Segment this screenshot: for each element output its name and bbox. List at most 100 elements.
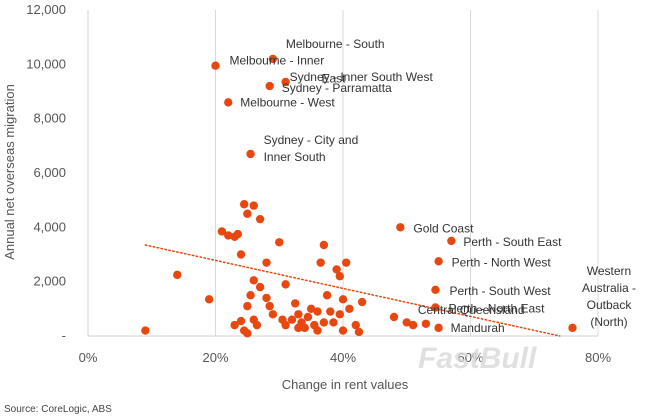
point-label: Melbourne - Inner East bbox=[230, 54, 347, 86]
point-label: Sydney - Inner South West bbox=[290, 70, 434, 84]
data-point bbox=[141, 326, 150, 335]
point-label: Gold Coast bbox=[413, 221, 474, 235]
data-point-labeled bbox=[431, 303, 440, 312]
y-tick-label: 2,000 bbox=[33, 274, 66, 289]
x-axis-title: Change in rent values bbox=[282, 377, 409, 392]
data-point bbox=[246, 291, 255, 300]
point-label: Mandurah bbox=[451, 321, 505, 335]
data-point-labeled bbox=[434, 257, 443, 266]
data-point bbox=[329, 318, 338, 327]
data-point-labeled bbox=[211, 61, 220, 70]
point-label: Melbourne - West bbox=[240, 95, 335, 109]
y-tick-label: 8,000 bbox=[33, 111, 66, 126]
point-label: Perth - North West bbox=[452, 255, 552, 269]
data-point bbox=[306, 304, 316, 314]
data-point bbox=[265, 301, 274, 311]
data-point bbox=[290, 299, 300, 308]
data-point bbox=[319, 318, 329, 327]
y-axis-title: Annual net overseas migration bbox=[2, 84, 17, 260]
data-point bbox=[335, 310, 345, 319]
point-label: Perth - South East bbox=[463, 235, 562, 249]
y-tick-label: 10,000 bbox=[26, 56, 66, 71]
data-point-labeled bbox=[431, 285, 440, 295]
data-point bbox=[262, 258, 271, 267]
data-point bbox=[338, 295, 348, 304]
data-point-labeled bbox=[568, 323, 577, 333]
data-point bbox=[249, 276, 258, 285]
point-label: Perth - North East bbox=[448, 301, 545, 315]
data-point bbox=[173, 270, 182, 280]
x-tick-label: 80% bbox=[585, 350, 611, 365]
data-point bbox=[239, 200, 249, 209]
y-tick-label: 6,000 bbox=[33, 165, 66, 180]
data-point bbox=[236, 316, 246, 326]
data-point bbox=[243, 301, 252, 311]
trendline bbox=[144, 244, 561, 337]
data-point bbox=[252, 320, 262, 330]
data-point bbox=[243, 329, 252, 338]
data-point bbox=[345, 304, 354, 314]
data-point bbox=[294, 323, 303, 333]
data-point bbox=[233, 229, 243, 239]
data-point bbox=[262, 293, 271, 303]
data-point bbox=[268, 310, 278, 319]
source-note: Source: CoreLogic, ABS bbox=[4, 404, 112, 415]
data-point bbox=[313, 326, 322, 335]
x-tick-label: 0% bbox=[79, 350, 98, 365]
x-tick-label: 20% bbox=[202, 350, 228, 365]
data-point bbox=[351, 320, 360, 330]
data-point-labeled bbox=[447, 236, 456, 246]
point-label: Sydney - Parramatta bbox=[282, 81, 392, 95]
data-point bbox=[224, 231, 233, 240]
x-tick-label: 60% bbox=[457, 350, 483, 365]
x-tick-label: 40% bbox=[330, 350, 356, 365]
data-point bbox=[204, 295, 214, 304]
point-label: Western Australia -Outback (North) bbox=[582, 264, 636, 329]
data-point-labeled bbox=[265, 81, 274, 91]
data-point-labeled bbox=[396, 223, 405, 232]
data-point bbox=[300, 323, 309, 333]
data-point-labeled bbox=[281, 77, 290, 87]
data-point bbox=[255, 282, 265, 292]
data-point bbox=[338, 326, 348, 335]
y-tick-label: - bbox=[62, 328, 66, 343]
data-point bbox=[354, 327, 364, 337]
data-point bbox=[313, 307, 322, 316]
data-point bbox=[335, 272, 345, 281]
gridlines bbox=[215, 10, 599, 336]
data-point-labeled bbox=[434, 323, 443, 333]
data-point bbox=[249, 201, 258, 210]
data-point bbox=[316, 258, 325, 267]
y-tick-label: 4,000 bbox=[33, 219, 66, 234]
data-point bbox=[319, 240, 329, 250]
y-axis-ticks: - 2,000 4,000 6,000 8,000 10,000 12,000 bbox=[26, 2, 66, 343]
data-point bbox=[402, 318, 411, 327]
data-point bbox=[287, 315, 297, 324]
data-point bbox=[236, 250, 246, 259]
data-point bbox=[294, 310, 303, 319]
data-point-labeled bbox=[268, 54, 278, 64]
data-point bbox=[217, 227, 227, 236]
data-point bbox=[341, 258, 351, 267]
data-point bbox=[326, 307, 335, 316]
data-points bbox=[141, 54, 577, 338]
data-point bbox=[243, 209, 252, 218]
data-point bbox=[389, 312, 399, 322]
point-label: Central Queensland bbox=[418, 303, 525, 317]
data-point bbox=[281, 280, 290, 289]
point-label: Perth - South West bbox=[449, 284, 551, 298]
data-point bbox=[357, 297, 367, 307]
point-label: Sydney - City and Inner South bbox=[264, 133, 359, 164]
data-point bbox=[255, 214, 265, 224]
y-tick-label: 12,000 bbox=[26, 2, 66, 17]
data-point bbox=[332, 265, 341, 274]
data-point bbox=[408, 320, 418, 330]
data-point bbox=[322, 291, 332, 300]
point-label: Melbourne - South bbox=[286, 37, 385, 51]
data-point-labeled bbox=[224, 98, 233, 107]
x-axis-ticks: 0% 20% 40% 60% 80% bbox=[79, 350, 612, 365]
data-point-labeled bbox=[246, 149, 255, 159]
data-point bbox=[281, 320, 290, 330]
